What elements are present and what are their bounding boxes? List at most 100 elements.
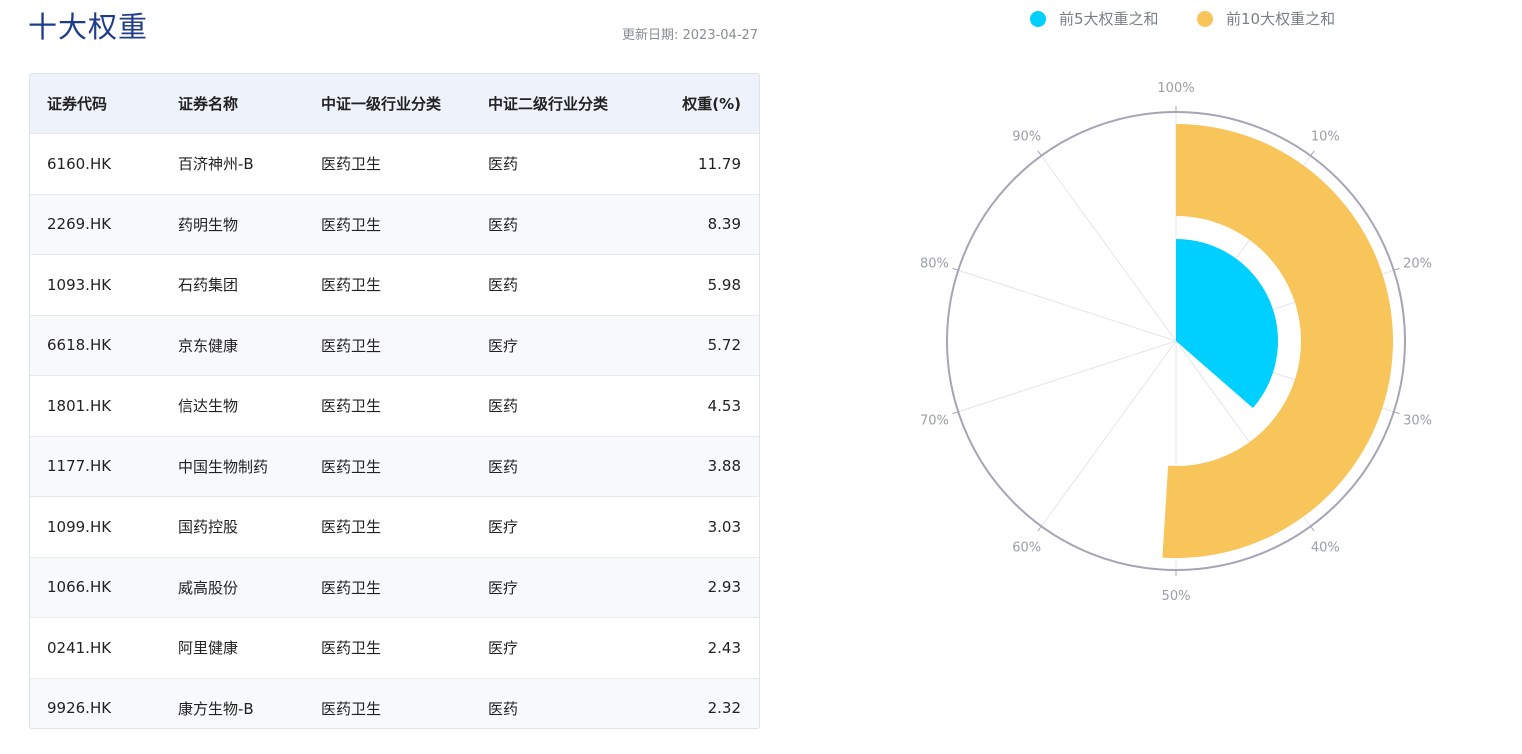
angle-tick-label: 30% <box>1403 413 1432 428</box>
legend-dot-top5-icon <box>1030 10 1046 27</box>
header-name[interactable]: 证券名称 <box>178 74 321 134</box>
cell-name: 京东健康 <box>178 336 239 355</box>
angle-tick <box>1310 150 1315 157</box>
cell-industry-l2: 医药 <box>488 276 519 295</box>
cell-industry-l1: 医药卫生 <box>321 155 382 174</box>
series-bar-top5 <box>1176 239 1279 409</box>
cell-industry-l1: 医药卫生 <box>321 336 382 355</box>
cell-industry-l2: 医疗 <box>488 336 519 355</box>
angle-tick <box>952 411 959 415</box>
angle-tick <box>1310 525 1315 532</box>
cell-industry-l2: 医疗 <box>488 639 519 658</box>
cell-industry-l2: 医药 <box>488 699 519 718</box>
cell-code: 1801.HK <box>47 396 112 415</box>
table-row[interactable]: 6618.HK 京东健康 医药卫生 医疗 5.72 <box>30 315 759 376</box>
page-title: 十大权重 <box>28 10 149 44</box>
update-date: 更新日期: 2023-04-27 <box>622 28 759 43</box>
cell-name: 阿里健康 <box>178 639 239 658</box>
cell-name: 中国生物制药 <box>178 457 269 476</box>
cell-weight: 4.53 <box>707 396 741 415</box>
table-header-row: 证券代码 证券名称 中证一级行业分类 中证二级行业分类 权重(%) <box>30 74 759 134</box>
angle-tick-label: 50% <box>1162 589 1191 604</box>
cell-weight: 5.98 <box>707 275 741 294</box>
cell-industry-l1: 医药卫生 <box>321 215 382 234</box>
grid-line <box>1040 340 1177 527</box>
cell-weight: 3.03 <box>707 517 741 536</box>
cell-name: 信达生物 <box>178 397 239 416</box>
angle-tick <box>1393 411 1400 415</box>
angle-tick-label: 60% <box>1012 540 1041 555</box>
cell-industry-l1: 医药卫生 <box>321 457 382 476</box>
cell-industry-l2: 医药 <box>488 397 519 416</box>
header-weight[interactable]: 权重(%) <box>638 74 759 134</box>
cell-name: 康方生物-B <box>178 699 254 718</box>
grid-line <box>958 269 1177 342</box>
cell-code: 1093.HK <box>47 275 112 294</box>
cell-weight: 5.72 <box>707 336 741 355</box>
angle-tick-label: 80% <box>920 257 949 272</box>
angle-tick-label: 90% <box>1012 130 1041 145</box>
legend-item-top10[interactable]: 前10大权重之和 <box>1197 8 1335 29</box>
angle-tick-label: 70% <box>920 413 949 428</box>
cell-industry-l1: 医药卫生 <box>321 276 382 295</box>
cell-industry-l1: 医药卫生 <box>321 639 382 658</box>
cell-code: 2269.HK <box>47 215 112 234</box>
cell-name: 药明生物 <box>178 215 239 234</box>
cell-industry-l2: 医疗 <box>488 578 519 597</box>
legend-item-top5[interactable]: 前5大权重之和 <box>1030 8 1159 29</box>
cell-industry-l1: 医药卫生 <box>321 578 382 597</box>
angle-tick-label: 20% <box>1403 257 1432 272</box>
cell-industry-l2: 医药 <box>488 215 519 234</box>
table-row[interactable]: 1801.HK 信达生物 医药卫生 医药 4.53 <box>30 375 759 437</box>
angle-tick <box>952 267 959 271</box>
angle-tick <box>1037 150 1042 157</box>
table-row[interactable]: 6160.HK 百济神州-B 医药卫生 医药 11.79 <box>30 133 759 195</box>
cell-industry-l1: 医药卫生 <box>321 699 382 718</box>
legend-dot-top10-icon <box>1197 10 1213 27</box>
cell-industry-l1: 医药卫生 <box>321 397 382 416</box>
cell-code: 9926.HK <box>47 699 112 718</box>
angle-tick-label: 10% <box>1311 130 1340 145</box>
cell-industry-l2: 医药 <box>488 457 519 476</box>
table-row[interactable]: 1066.HK 威高股份 医药卫生 医疗 2.93 <box>30 557 759 618</box>
angle-tick <box>1393 267 1400 271</box>
table-row[interactable]: 1093.HK 石药集团 医药卫生 医药 5.98 <box>30 254 759 316</box>
legend-label-top5: 前5大权重之和 <box>1059 10 1159 28</box>
cell-name: 国药控股 <box>178 518 239 537</box>
cell-code: 6160.HK <box>47 154 112 173</box>
holdings-table: 证券代码 证券名称 中证一级行业分类 中证二级行业分类 权重(%) 6160.H… <box>29 73 760 729</box>
series-bar-top10 <box>1162 124 1394 558</box>
cell-code: 0241.HK <box>47 638 112 657</box>
header-industry-l1[interactable]: 中证一级行业分类 <box>321 74 488 134</box>
cell-name: 石药集团 <box>178 276 239 295</box>
cell-industry-l2: 医药 <box>488 155 519 174</box>
angle-tick-label: 100% <box>1157 81 1194 96</box>
cell-code: 1066.HK <box>47 578 112 597</box>
cell-industry-l2: 医疗 <box>488 518 519 537</box>
angle-tick <box>1037 525 1042 532</box>
header-industry-l2[interactable]: 中证二级行业分类 <box>488 74 638 134</box>
cell-code: 1099.HK <box>47 517 112 536</box>
cell-weight: 3.88 <box>707 457 741 476</box>
cell-weight: 8.39 <box>707 215 741 234</box>
table-row[interactable]: 2269.HK 药明生物 医药卫生 医药 8.39 <box>30 194 759 255</box>
grid-line <box>958 340 1177 413</box>
cell-code: 6618.HK <box>47 336 112 355</box>
angle-tick-label: 40% <box>1311 540 1340 555</box>
table-row[interactable]: 0241.HK 阿里健康 医药卫生 医疗 2.43 <box>30 617 759 679</box>
header-code[interactable]: 证券代码 <box>30 74 178 134</box>
cell-weight: 11.79 <box>698 154 741 173</box>
table-row[interactable]: 9926.HK 康方生物-B 医药卫生 医药 2.32 <box>30 678 759 728</box>
table-row[interactable]: 1177.HK 中国生物制药 医药卫生 医药 3.88 <box>30 436 759 497</box>
cell-industry-l1: 医药卫生 <box>321 518 382 537</box>
cell-code: 1177.HK <box>47 457 112 476</box>
cell-name: 百济神州-B <box>178 155 254 174</box>
grid-line <box>1040 155 1177 342</box>
cell-weight: 2.93 <box>707 578 741 597</box>
cell-weight: 2.32 <box>707 699 741 718</box>
legend-label-top10: 前10大权重之和 <box>1226 10 1336 28</box>
cell-name: 威高股份 <box>178 578 239 597</box>
cell-weight: 2.43 <box>707 638 741 657</box>
table-row[interactable]: 1099.HK 国药控股 医药卫生 医疗 3.03 <box>30 496 759 558</box>
